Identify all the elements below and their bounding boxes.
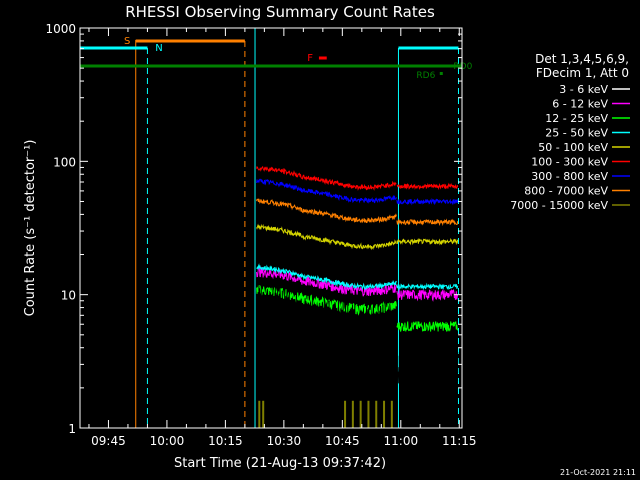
rd6-label: RD6 [416,71,435,81]
series-line-100_300keV-seg1 [256,165,397,191]
series-line-100_300keV-seg2 [396,182,459,191]
plot-area [81,165,459,441]
rd0-label: RD0 [453,62,472,72]
series-line-6_12keV-seg2 [396,288,459,302]
y-tick-label: 1000 [45,22,76,36]
night-label: N [155,43,162,54]
legend-label: 12 - 25 keV [545,112,608,125]
legend-label: 800 - 7000 keV [524,185,608,198]
series-line-3_6keV-seg2 [396,361,459,385]
plot-frame [79,27,463,429]
legend-label: 3 - 6 keV [559,83,608,96]
series-line-800_7000keV-seg1 [256,198,397,224]
x-tick-label: 11:15 [442,434,477,448]
saa-label: S [124,36,130,47]
series-line-300_800keV-seg2 [396,197,459,206]
chart-title: RHESSI Observing Summary Count Rates [125,3,435,21]
legend-header-1: Det 1,3,4,5,6,9, [535,52,629,66]
rd6-marker [439,72,443,75]
legend: Det 1,3,4,5,6,9, FDecim 1, Att 0 3 - 6 k… [510,52,630,212]
flare-label: F [307,53,313,64]
x-tick-label: 10:15 [208,434,243,448]
legend-label: 6 - 12 keV [552,98,608,111]
y-axis-label: Count Rate (s⁻¹ detector⁻¹) [23,140,38,317]
legend-label: 7000 - 15000 keV [510,199,608,212]
x-tick-label: 11:00 [384,434,419,448]
series-line-25_50keV-seg2 [396,282,459,291]
legend-label: 50 - 100 keV [538,141,608,154]
y-tick-label: 1 [68,422,76,436]
y-tick-label: 10 [61,289,76,303]
x-tick-label: 10:30 [267,434,302,448]
series-line-50_100keV-seg1 [256,223,397,251]
series-line-12_25keV-seg2 [396,321,459,332]
series-line-50_100keV-seg2 [396,237,459,246]
legend-label: 300 - 800 keV [531,170,608,183]
x-tick-label: 10:00 [150,434,185,448]
flag-layer: S N F RD0 RD6 [80,28,473,428]
series-line-25_50keV-seg1 [256,263,397,291]
x-axis-label: Start Time (21-Aug-13 09:37:42) [174,456,386,471]
legend-header-2: FDecim 1, Att 0 [536,66,629,80]
axes: 1 10 100 1000 09:45 10:00 10:15 10:30 10:45 11:00… [45,22,476,448]
legend-label: 25 - 50 keV [545,127,608,140]
timestamp: 21-Oct-2021 21:11 [560,468,636,477]
y-tick-label: 100 [53,155,76,169]
x-tick-label: 10:45 [325,434,360,448]
legend-label: 100 - 300 keV [531,156,608,169]
x-tick-label: 09:45 [91,434,126,448]
series-line-300_800keV-seg1 [256,178,397,204]
series-line-6_12keV-seg1 [256,266,397,297]
series-line-800_7000keV-seg2 [396,218,459,227]
